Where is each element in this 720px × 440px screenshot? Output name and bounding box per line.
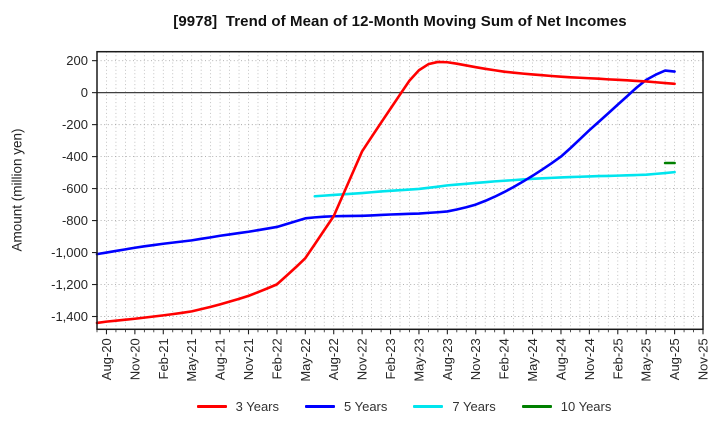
legend-label-3-years: 3 Years	[235, 399, 279, 414]
x-tick-label: May-25	[639, 338, 654, 381]
x-tick-label: Aug-25	[667, 338, 682, 380]
x-tick-label: Nov-22	[355, 338, 370, 380]
x-tick-label: Nov-23	[468, 338, 483, 380]
x-tick-label: Aug-24	[553, 338, 568, 380]
legend-label-10-years: 10 Years	[560, 399, 612, 414]
x-tick-label: May-24	[525, 338, 540, 381]
series-line-3-years	[95, 60, 676, 325]
x-tick-label: Feb-23	[383, 338, 398, 379]
series-line-7-years	[313, 170, 676, 198]
x-tick-label: Nov-21	[241, 338, 256, 380]
legend-line-10-years-icon	[521, 405, 552, 408]
x-tick-label: Aug-21	[213, 338, 228, 380]
series-line-5-years	[95, 69, 676, 256]
y-tick-label: -1,400	[51, 309, 88, 324]
legend-line-7-years-icon	[413, 405, 444, 408]
y-tick-label: 0	[81, 85, 88, 100]
y-tick-label: -1,000	[51, 245, 88, 260]
x-tick-label: Feb-24	[497, 338, 512, 379]
legend-line-5-years-icon	[305, 405, 335, 408]
x-tick-label: Nov-24	[582, 338, 597, 380]
x-tick-label: Feb-21	[156, 338, 171, 379]
legend: 3 Years 5 Years 7 Years 10 Years	[0, 399, 720, 414]
x-tick-label: Nov-20	[127, 338, 142, 380]
plot-frame	[96, 50, 704, 331]
y-tick-label: -600	[62, 181, 88, 196]
legend-item-5-years: 5 Years	[305, 399, 387, 414]
legend-line-3-years-icon	[196, 405, 227, 408]
x-tick-label: Nov-25	[696, 338, 711, 380]
x-tick-label: May-23	[411, 338, 426, 381]
legend-label-7-years: 7 Years	[452, 399, 496, 414]
x-tick-label: Feb-25	[610, 338, 625, 379]
x-tick-label: Feb-22	[269, 338, 284, 379]
legend-item-10-years: 10 Years	[521, 399, 612, 414]
x-tick-label: May-22	[298, 338, 313, 381]
y-tick-label: 200	[66, 53, 88, 68]
y-tick-label: -1,200	[51, 277, 88, 292]
legend-item-7-years: 7 Years	[413, 399, 496, 414]
x-tick-label: Aug-22	[326, 338, 341, 380]
x-tick-label: May-21	[184, 338, 199, 381]
y-tick-label: -400	[62, 149, 88, 164]
y-tick-label: -200	[62, 117, 88, 132]
y-tick-label: -800	[62, 213, 88, 228]
x-tick-label: Aug-23	[440, 338, 455, 380]
x-tick-label: Aug-20	[99, 338, 114, 380]
legend-item-3-years: 3 Years	[196, 399, 279, 414]
chart-title: [9978] Trend of Mean of 12-Month Moving …	[173, 13, 627, 30]
legend-label-5-years: 5 Years	[344, 399, 388, 414]
